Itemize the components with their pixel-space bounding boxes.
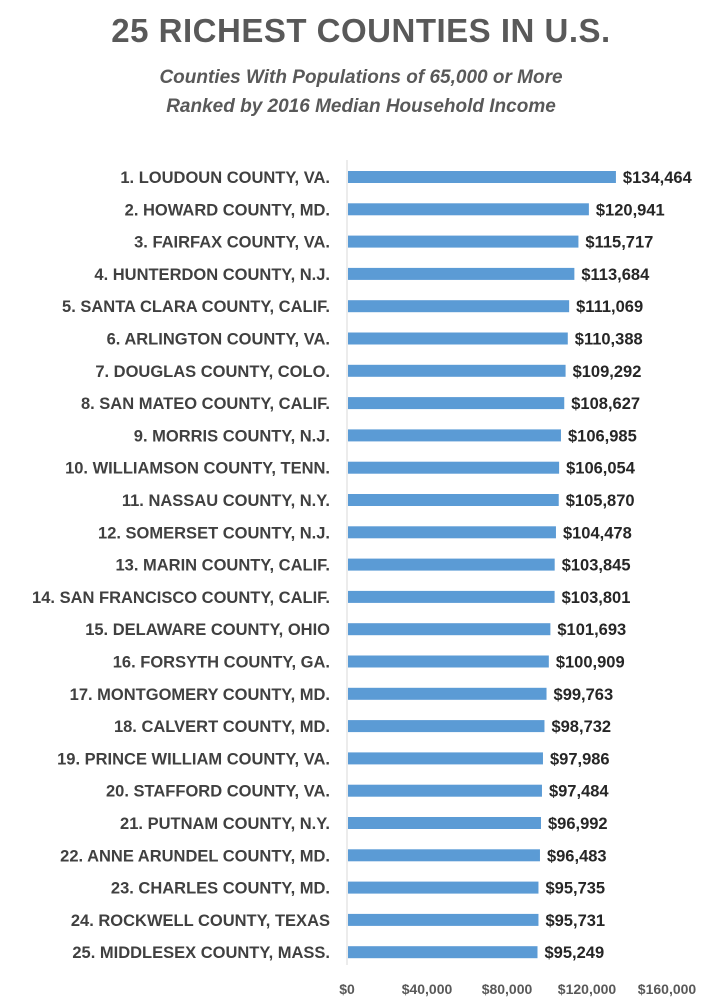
bar <box>348 364 566 377</box>
value-label: $113,684 <box>581 266 650 284</box>
value-label: $95,249 <box>544 944 604 962</box>
bar <box>348 913 539 926</box>
value-label: $108,627 <box>571 395 640 413</box>
value-label: $100,909 <box>556 654 625 672</box>
category-label: 14. SAN FRANCISCO COUNTY, CALIF. <box>32 589 330 607</box>
x-tick-label: $120,000 <box>558 981 617 997</box>
category-label: 7. DOUGLAS COUNTY, COLO. <box>95 363 330 381</box>
chart-subtitle-line-1: Counties With Populations of 65,000 or M… <box>159 67 563 88</box>
bar <box>348 817 541 829</box>
value-label: $103,801 <box>562 589 631 607</box>
value-label: $106,985 <box>568 427 637 445</box>
category-label: 1. LOUDOUN COUNTY, VA. <box>120 169 330 187</box>
value-label: $115,717 <box>585 234 653 252</box>
value-label: $105,870 <box>566 492 635 510</box>
bar <box>348 720 545 733</box>
bar <box>348 494 559 506</box>
bar <box>348 267 575 280</box>
category-label: 25. MIDDLESEX COUNTY, MASS. <box>72 944 330 962</box>
category-label: 19. PRINCE WILLIAM COUNTY, VA. <box>57 750 330 768</box>
value-label: $101,693 <box>557 621 626 639</box>
bar <box>348 849 540 862</box>
category-label: 3. FAIRFAX COUNTY, VA. <box>134 234 330 252</box>
value-label: $99,763 <box>554 686 614 704</box>
value-label: $96,992 <box>548 815 608 833</box>
bar <box>348 946 538 959</box>
x-tick-label: $80,000 <box>482 981 533 997</box>
category-label: 15. DELAWARE COUNTY, OHIO <box>85 621 330 639</box>
value-label: $97,986 <box>550 750 610 768</box>
value-label: $95,731 <box>545 912 605 930</box>
bar <box>348 881 539 894</box>
value-label: $111,069 <box>576 298 643 316</box>
x-tick-label: $40,000 <box>402 981 453 997</box>
value-label: $109,292 <box>573 363 642 381</box>
bar <box>348 623 551 636</box>
bar <box>348 332 568 345</box>
value-label: $106,054 <box>566 460 636 478</box>
category-label: 18. CALVERT COUNTY, MD. <box>114 718 330 736</box>
chart-subtitle-line-2: Ranked by 2016 Median Household Income <box>166 96 556 117</box>
category-label: 23. CHARLES COUNTY, MD. <box>111 880 330 898</box>
value-label: $96,483 <box>547 847 607 865</box>
bar <box>348 558 555 571</box>
category-label: 12. SOMERSET COUNTY, N.J. <box>98 524 330 542</box>
bar <box>348 397 565 410</box>
value-label: $134,464 <box>623 169 693 187</box>
category-label: 11. NASSAU COUNTY, N.Y. <box>122 492 330 510</box>
category-label: 21. PUTNAM COUNTY, N.Y. <box>120 815 330 833</box>
category-label: 16. FORSYTH COUNTY, GA. <box>113 654 330 672</box>
bar <box>348 429 561 442</box>
value-label: $98,732 <box>551 718 611 736</box>
bar <box>348 752 543 765</box>
bar <box>348 687 547 700</box>
category-label: 8. SAN MATEO COUNTY, CALIF. <box>81 395 330 413</box>
category-label: 22. ANNE ARUNDEL COUNTY, MD. <box>60 847 330 865</box>
x-tick-label: $0 <box>339 981 355 997</box>
bar <box>348 203 589 216</box>
category-label: 9. MORRIS COUNTY, N.J. <box>134 427 330 445</box>
bar <box>348 526 556 539</box>
bar <box>348 171 616 183</box>
value-label: $97,484 <box>549 783 609 801</box>
category-label: 10. WILLIAMSON COUNTY, TENN. <box>65 460 330 478</box>
bar <box>348 590 555 603</box>
value-label: $120,941 <box>596 201 665 219</box>
category-label: 6. ARLINGTON COUNTY, VA. <box>107 331 330 349</box>
category-label: 13. MARIN COUNTY, CALIF. <box>115 557 330 575</box>
bar <box>348 461 560 474</box>
value-label: $95,735 <box>545 880 605 898</box>
bar <box>348 300 570 313</box>
x-tick-label: $160,000 <box>638 981 697 997</box>
category-label: 4. HUNTERDON COUNTY, N.J. <box>94 266 330 284</box>
category-label: 17. MONTGOMERY COUNTY, MD. <box>70 686 330 704</box>
value-label: $104,478 <box>563 524 632 542</box>
category-label: 5. SANTA CLARA COUNTY, CALIF. <box>62 298 330 316</box>
value-label: $103,845 <box>562 557 631 575</box>
value-label: $110,388 <box>575 331 643 349</box>
category-label: 20. STAFFORD COUNTY, VA. <box>106 783 330 801</box>
category-label: 24. ROCKWELL COUNTY, TEXAS <box>71 912 330 930</box>
chart-title: 25 RICHEST COUNTIES IN U.S. <box>111 12 611 49</box>
bar <box>348 655 549 668</box>
bar <box>348 235 579 248</box>
category-label: 2. HOWARD COUNTY, MD. <box>125 201 330 219</box>
bar <box>348 784 542 797</box>
